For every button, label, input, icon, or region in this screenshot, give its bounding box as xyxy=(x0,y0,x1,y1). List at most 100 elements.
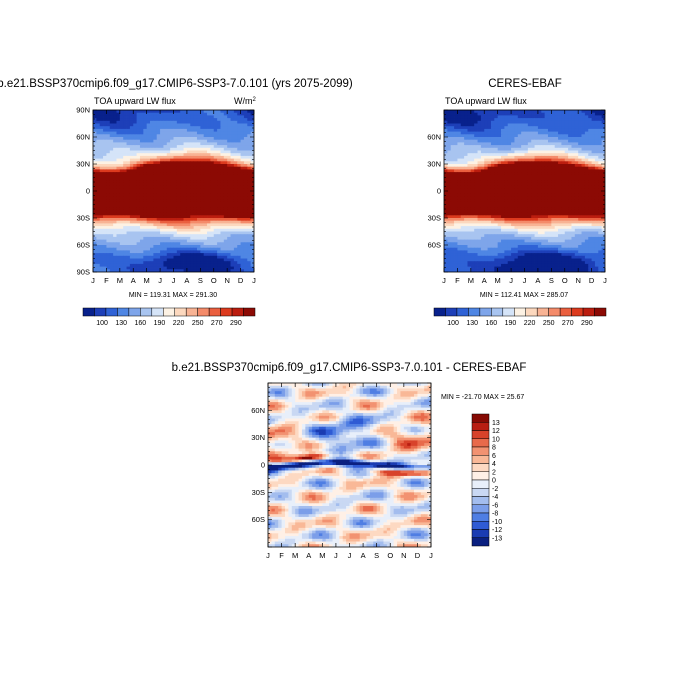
field-cell xyxy=(153,263,158,267)
field-cell xyxy=(454,120,458,124)
field-cell xyxy=(170,258,174,262)
field-cell xyxy=(501,126,505,130)
field-cell xyxy=(598,150,603,154)
field-cell xyxy=(160,239,164,243)
field-cell xyxy=(173,180,178,184)
field-cell xyxy=(534,128,539,132)
field-cell xyxy=(480,177,485,181)
field-cell xyxy=(183,250,188,254)
field-cell xyxy=(544,180,549,184)
field-cell xyxy=(113,137,117,141)
field-cell xyxy=(527,120,532,124)
field-cell xyxy=(474,139,478,143)
field-cell xyxy=(173,155,178,159)
field-cell xyxy=(160,182,164,186)
field-cell xyxy=(484,126,488,130)
field-cell xyxy=(537,166,542,170)
field-cell xyxy=(227,258,231,262)
field-cell xyxy=(113,191,117,195)
field-cell xyxy=(96,169,101,173)
field-cell xyxy=(477,158,482,162)
field-cell xyxy=(558,212,562,216)
field-cell xyxy=(166,174,171,178)
field-cell xyxy=(123,120,127,124)
field-cell xyxy=(99,231,104,235)
field-cell xyxy=(150,120,154,124)
field-cell xyxy=(109,134,114,138)
field-cell xyxy=(180,145,184,149)
field-cell xyxy=(119,153,124,157)
field-cell xyxy=(150,204,154,208)
field-cell xyxy=(103,207,107,211)
field-cell xyxy=(233,220,238,224)
field-cell xyxy=(200,134,205,138)
field-cell xyxy=(106,126,111,130)
field-cell xyxy=(558,161,562,165)
field-cell xyxy=(139,180,144,184)
field-cell xyxy=(139,258,144,262)
field-cell xyxy=(123,269,127,272)
field-cell xyxy=(537,112,542,116)
field-cell xyxy=(547,191,552,195)
field-cell xyxy=(106,185,111,189)
field-cell xyxy=(474,180,478,184)
field-cell xyxy=(183,120,188,124)
field-cell xyxy=(96,266,101,270)
field-cell xyxy=(504,174,509,178)
field-cell xyxy=(166,218,171,222)
field-cell xyxy=(591,164,596,168)
field-cell xyxy=(594,172,599,176)
field-cell xyxy=(93,236,97,240)
field-cell xyxy=(170,242,174,246)
field-cell xyxy=(584,188,589,192)
field-cell xyxy=(558,201,562,205)
field-cell xyxy=(173,166,178,170)
field-cell xyxy=(490,177,495,181)
field-cell xyxy=(507,169,512,173)
field-cell xyxy=(99,177,104,181)
field-cell xyxy=(143,236,148,240)
field-cell xyxy=(123,212,127,216)
field-cell xyxy=(129,120,134,124)
field-cell xyxy=(568,177,572,181)
field-cell xyxy=(507,201,512,205)
field-cell xyxy=(220,142,225,146)
field-cell xyxy=(96,185,101,189)
field-cell xyxy=(116,164,121,168)
field-cell xyxy=(223,169,228,173)
field-cell xyxy=(524,142,529,146)
field-cell xyxy=(247,128,252,132)
field-cell xyxy=(467,147,472,151)
field-cell xyxy=(568,188,572,192)
field-cell xyxy=(541,166,546,170)
field-cell xyxy=(106,139,111,143)
field-cell xyxy=(247,220,252,224)
field-cell xyxy=(150,196,154,200)
field-cell xyxy=(139,166,144,170)
field-cell xyxy=(207,134,211,138)
field-cell xyxy=(176,212,181,216)
field-cell xyxy=(186,220,191,224)
field-cell xyxy=(521,182,525,186)
field-cell xyxy=(183,145,188,149)
field-cell xyxy=(480,185,485,189)
field-cell xyxy=(504,169,509,173)
field-cell xyxy=(196,204,201,208)
field-cell xyxy=(129,126,134,130)
field-cell xyxy=(176,164,181,168)
field-cell xyxy=(240,147,245,151)
field-cell xyxy=(551,120,556,124)
field-cell xyxy=(227,137,231,141)
field-cell xyxy=(106,118,111,122)
field-cell xyxy=(96,126,101,130)
field-cell xyxy=(247,188,252,192)
field-cell xyxy=(116,139,121,143)
field-cell xyxy=(578,137,582,141)
field-cell xyxy=(207,212,211,216)
field-cell xyxy=(136,204,141,208)
field-cell xyxy=(99,172,104,176)
field-cell xyxy=(534,169,539,173)
field-cell xyxy=(561,128,566,132)
field-cell xyxy=(220,245,225,249)
field-cell xyxy=(574,169,579,173)
